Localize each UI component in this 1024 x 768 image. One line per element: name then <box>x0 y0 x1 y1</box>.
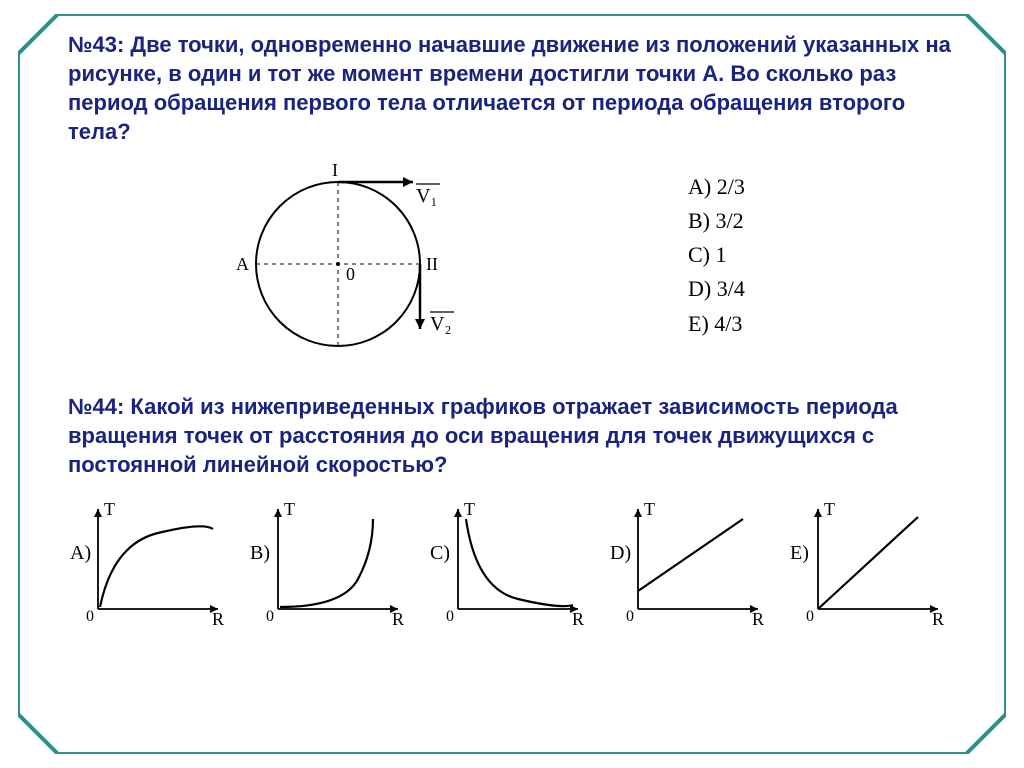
q43-answers: A) 2/3 B) 3/2 C) 1 D) 3/4 E) 4/3 <box>688 170 745 340</box>
v1-label: V₁ <box>416 185 437 207</box>
svg-text:D): D) <box>610 542 631 564</box>
answer-a: A) 2/3 <box>688 170 745 204</box>
content-area: №43: Две точки, одновременно начавшие дв… <box>68 30 968 629</box>
q44-text: №44: Какой из нижеприведенных графиков о… <box>68 392 968 479</box>
svg-text:B): B) <box>250 542 270 564</box>
v2-label: V₂ <box>430 313 451 335</box>
svg-text:T: T <box>284 499 295 519</box>
svg-text:T: T <box>824 499 835 519</box>
svg-text:C): C) <box>430 542 450 564</box>
center-label: 0 <box>346 264 355 284</box>
answer-b: B) 3/2 <box>688 204 745 238</box>
answer-c: C) 1 <box>688 238 745 272</box>
svg-text:R: R <box>392 609 404 629</box>
graph-d: T R 0 D) <box>608 499 768 629</box>
q44-graphs-row: T R 0 A) T R 0 B) T R 0 C) <box>68 499 948 629</box>
q43-text: №43: Две точки, одновременно начавшие дв… <box>68 30 968 146</box>
svg-text:0: 0 <box>86 608 94 625</box>
svg-text:T: T <box>104 499 115 519</box>
top-label: I <box>332 160 338 180</box>
svg-text:A): A) <box>70 542 91 564</box>
svg-text:T: T <box>464 499 475 519</box>
left-label: A <box>236 254 249 274</box>
right-label: II <box>426 254 438 274</box>
svg-text:E): E) <box>790 542 809 564</box>
graph-c: T R 0 C) <box>428 499 588 629</box>
svg-text:R: R <box>752 609 764 629</box>
graph-e: T R 0 E) <box>788 499 948 629</box>
svg-text:0: 0 <box>446 608 454 625</box>
svg-text:0: 0 <box>266 608 274 625</box>
svg-text:R: R <box>932 609 944 629</box>
answer-e: E) 4/3 <box>688 307 745 341</box>
graph-a: T R 0 A) <box>68 499 228 629</box>
q43-diagram: 0 I II A V₁ V₂ <box>198 154 498 374</box>
svg-text:T: T <box>644 499 655 519</box>
svg-text:R: R <box>572 609 584 629</box>
svg-text:R: R <box>212 609 224 629</box>
answer-d: D) 3/4 <box>688 272 745 306</box>
graph-b: T R 0 B) <box>248 499 408 629</box>
q43-row: 0 I II A V₁ V₂ A) 2/3 B) 3/2 C) 1 D) 3/4… <box>68 154 968 374</box>
svg-text:0: 0 <box>806 608 814 625</box>
svg-text:0: 0 <box>626 608 634 625</box>
